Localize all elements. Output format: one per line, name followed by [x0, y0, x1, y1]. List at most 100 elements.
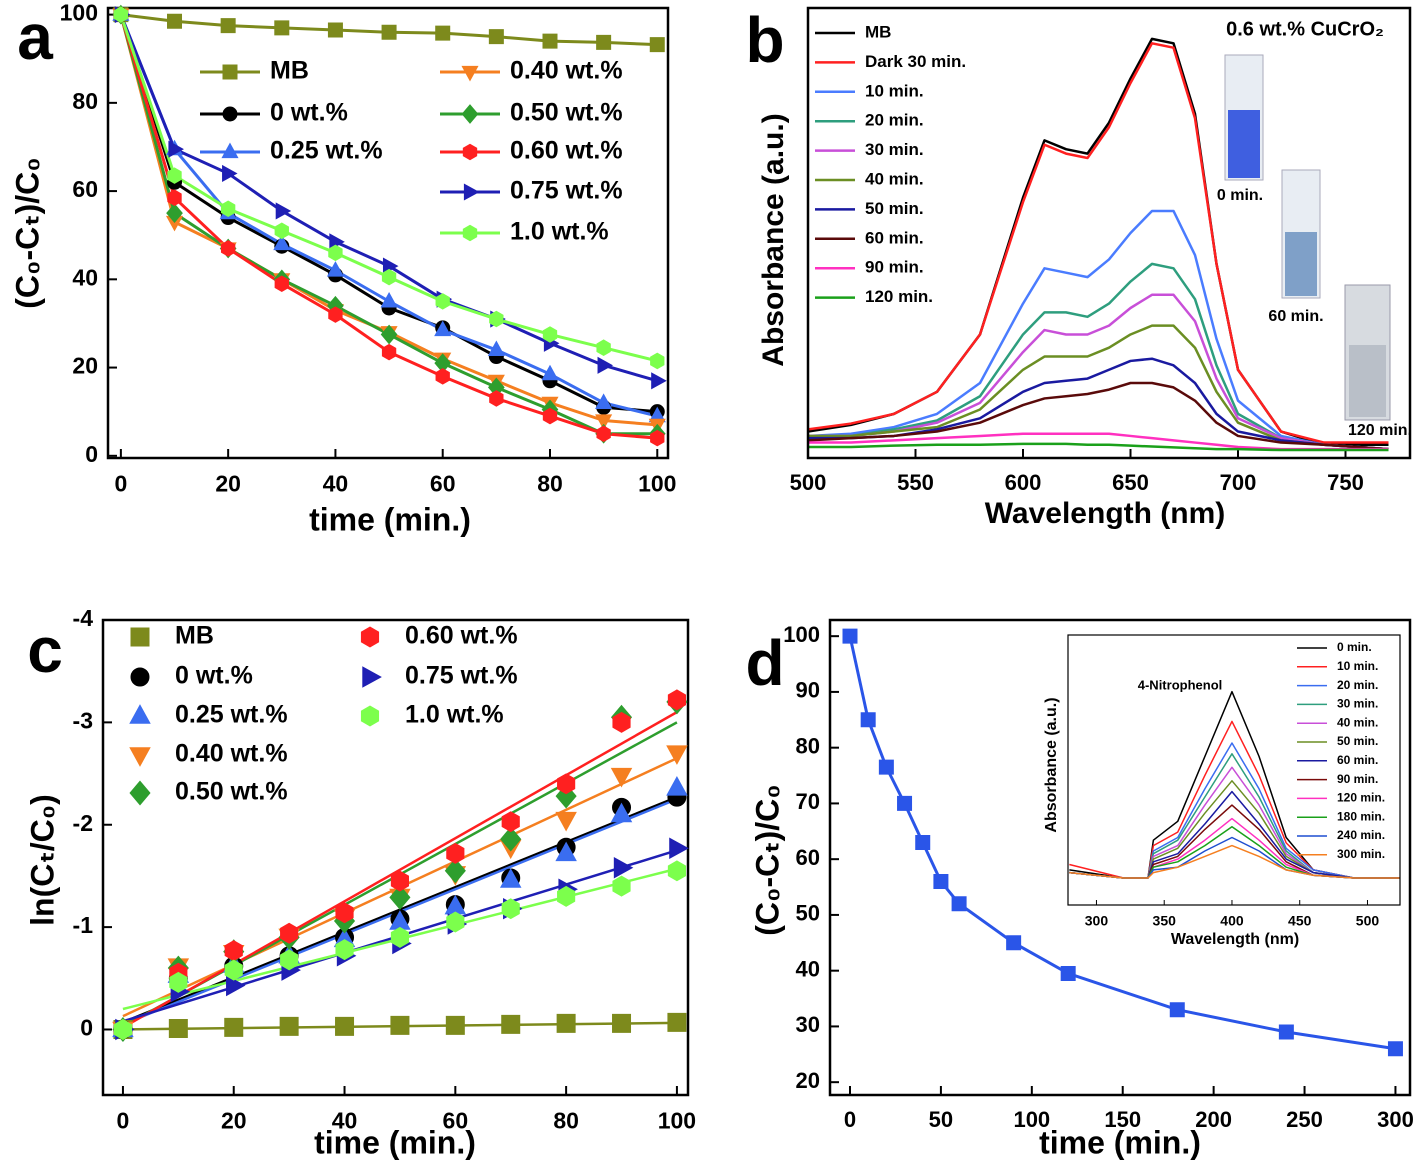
legend-label: 10 min. — [865, 81, 924, 100]
data-point — [488, 29, 504, 45]
data-point — [650, 352, 665, 370]
data-point — [595, 393, 613, 409]
data-point — [328, 244, 343, 262]
legend-marker — [360, 626, 380, 648]
legend-label: 0.50 wt.% — [510, 99, 623, 127]
x-tick-label: 750 — [1327, 470, 1364, 495]
y-tick-label: 70 — [796, 789, 820, 814]
series-line — [808, 442, 1389, 452]
data-point — [390, 1015, 410, 1035]
data-point — [168, 140, 184, 158]
series-line — [807, 381, 1389, 451]
x-tick-label: 40 — [332, 1108, 358, 1134]
data-point — [1060, 965, 1076, 981]
series-line — [807, 209, 1389, 451]
x-tick-label: 40 — [323, 471, 349, 497]
legend-label: 30 min. — [865, 140, 924, 159]
data-point — [434, 320, 452, 337]
legend-label: 0.60 wt.% — [510, 137, 623, 165]
y-tick-label: 0 — [85, 441, 98, 467]
data-point — [596, 425, 611, 443]
legend-label: 0.40 wt.% — [175, 740, 288, 768]
data-point — [166, 203, 183, 224]
x-tick-label: 600 — [1005, 470, 1042, 495]
data-point — [167, 167, 182, 184]
legend-label: 120 min. — [865, 287, 933, 306]
legend-marker — [221, 142, 239, 159]
legend-label: 1.0 wt.% — [510, 218, 609, 246]
legend-marker — [130, 627, 150, 647]
data-point — [390, 870, 410, 892]
data-point — [280, 922, 299, 944]
x-tick-label: 350 — [1153, 913, 1177, 929]
x-tick-label: 300 — [1085, 913, 1109, 929]
data-point — [381, 268, 397, 286]
data-point — [667, 689, 686, 711]
annotation: 0.6 wt.% CuCrO₂ — [1226, 18, 1384, 40]
panel: 300 350 400 450 500 0 min. 10 min. 20 min. 30 mi… — [1043, 634, 1401, 948]
data-point — [274, 222, 289, 240]
data-point — [557, 885, 576, 907]
series-line — [1069, 844, 1400, 879]
legend-label: 0 wt.% — [270, 99, 348, 127]
data-point — [596, 34, 612, 50]
x-tick-label: 150 — [1104, 1107, 1141, 1132]
y-axis-label: Absorbance (a.u.) — [757, 113, 790, 366]
data-point — [933, 873, 949, 889]
x-tick-label: 100 — [658, 1108, 696, 1134]
data-point — [220, 18, 236, 34]
data-point — [555, 811, 577, 832]
legend-label: Dark 30 min. — [865, 52, 966, 71]
data-point — [446, 842, 465, 864]
legend-label: 0 min. — [1337, 640, 1372, 654]
legend-label: 30 min. — [1337, 697, 1378, 711]
x-tick-label: 50 — [929, 1107, 953, 1132]
legend-label: 0.25 wt.% — [270, 137, 383, 165]
data-point — [224, 1017, 244, 1037]
cuvette-liquid — [1228, 110, 1260, 178]
data-point — [275, 202, 292, 220]
y-tick-label: 40 — [72, 264, 98, 290]
data-point — [501, 898, 520, 920]
legend-label: 60 min. — [865, 228, 924, 247]
legend-label: 0.40 wt.% — [510, 57, 623, 85]
y-tick-label: 20 — [796, 1068, 820, 1093]
data-point — [435, 368, 450, 385]
series-line — [808, 293, 1389, 451]
x-tick-label: 20 — [221, 1108, 247, 1134]
data-point — [541, 364, 559, 381]
annotation: 4-Nitrophenol — [1138, 677, 1223, 692]
legend-label: 90 min. — [865, 258, 924, 277]
panel: 500 550 600 650 700 750 MB Dark 30 min. 10 min. 2… — [745, 4, 1412, 530]
legend-label: 0.60 wt.% — [405, 622, 518, 650]
legend-marker — [129, 780, 151, 806]
x-tick-label: 0 — [117, 1108, 130, 1134]
data-point — [651, 372, 667, 390]
data-point — [220, 200, 236, 218]
legend-marker — [360, 705, 380, 727]
legend-label: 90 min. — [1337, 772, 1378, 786]
y-tick-label: -4 — [73, 605, 94, 631]
series-line — [808, 262, 1389, 451]
data-point — [444, 858, 466, 884]
data-point — [951, 896, 967, 912]
legend-label: 10 min. — [1337, 659, 1378, 673]
data-point — [1278, 1024, 1294, 1040]
data-point — [542, 33, 558, 49]
x-tick-label: 700 — [1220, 470, 1257, 495]
data-point — [649, 37, 665, 53]
data-point — [667, 1012, 687, 1032]
series-line — [808, 324, 1389, 451]
data-point — [167, 13, 183, 29]
data-point — [446, 911, 465, 933]
data-point — [273, 234, 291, 251]
data-point — [113, 6, 129, 23]
data-point — [842, 628, 858, 644]
legend-marker — [461, 65, 479, 82]
data-point — [596, 339, 611, 356]
y-tick-label: -3 — [73, 707, 93, 733]
y-tick-label: 80 — [72, 88, 98, 114]
panel-label: c — [27, 614, 63, 686]
